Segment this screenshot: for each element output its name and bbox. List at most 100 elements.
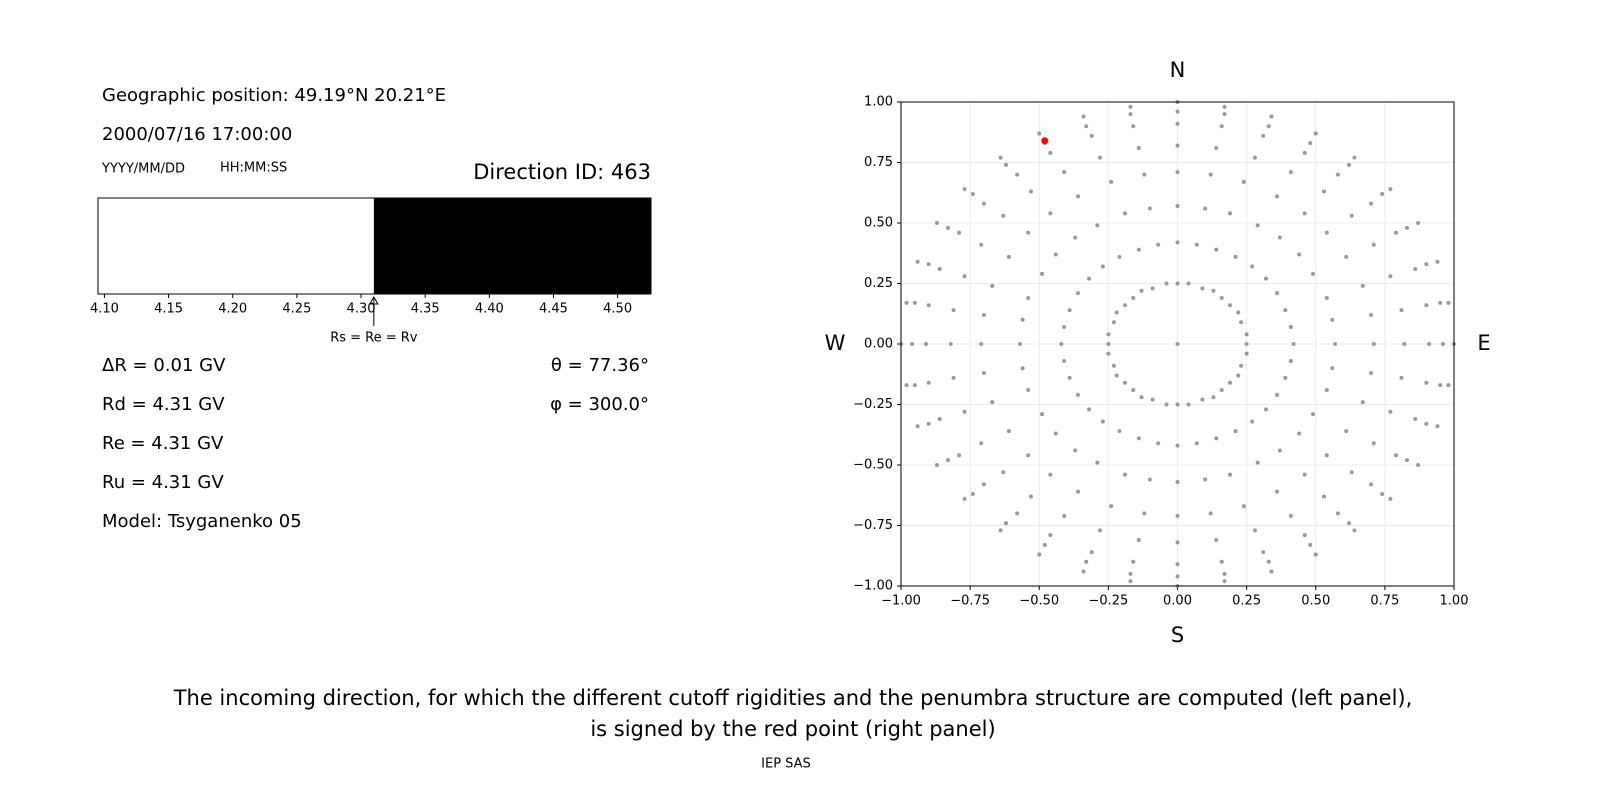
direction-point	[1222, 112, 1227, 117]
direction-point	[1438, 383, 1443, 388]
direction-point	[1048, 211, 1053, 216]
direction-point	[1048, 472, 1053, 477]
compass-w: W	[825, 331, 846, 355]
phi: φ = 300.0°	[550, 394, 649, 415]
direction-point	[1004, 521, 1009, 526]
direction-point	[1263, 407, 1268, 412]
direction-point	[1333, 342, 1338, 346]
direction-point	[1388, 274, 1393, 279]
direction-point	[1017, 342, 1022, 346]
direction-point	[1438, 300, 1443, 305]
direction-point	[904, 383, 909, 388]
direction-point	[1302, 472, 1307, 477]
direction-point	[1122, 472, 1127, 477]
y-tick-label: −0.50	[853, 458, 893, 473]
direction-point	[1139, 288, 1144, 293]
direction-point	[1175, 281, 1180, 286]
direction-id: Direction ID: 463	[473, 160, 651, 184]
direction-point	[1175, 574, 1180, 579]
direction-point	[1175, 513, 1180, 518]
direction-point	[912, 383, 917, 388]
direction-point	[1053, 252, 1058, 257]
direction-point	[1084, 124, 1089, 129]
date-format: YYYY/MM/DD	[101, 162, 185, 177]
direction-point	[1255, 460, 1260, 465]
direction-point	[1075, 392, 1080, 397]
direction-point	[1369, 371, 1374, 376]
direction-point	[1211, 395, 1216, 400]
direction-point	[957, 230, 962, 235]
direction-point	[1214, 436, 1219, 441]
x-tick-label: 4.30	[347, 302, 376, 317]
direction-point	[1026, 296, 1031, 301]
x-tick-label: 4.40	[475, 302, 504, 317]
direction-point	[1435, 259, 1440, 264]
direction-point	[1084, 559, 1089, 564]
direction-point	[1095, 223, 1100, 228]
direction-point	[1288, 358, 1293, 363]
direction-point	[1228, 472, 1233, 477]
direction-point	[1073, 448, 1078, 453]
direction-point	[1371, 441, 1376, 446]
direction-point	[946, 458, 951, 463]
direction-point	[1360, 283, 1365, 288]
x-tick-label: 0.50	[1301, 594, 1330, 609]
direction-point	[1203, 477, 1208, 482]
direction-point	[1404, 225, 1409, 230]
direction-point	[1335, 172, 1340, 177]
direction-point	[1131, 387, 1136, 392]
direction-point	[998, 528, 1003, 533]
direction-point	[1175, 240, 1180, 245]
direction-point	[1059, 342, 1064, 346]
direction-point	[1228, 303, 1233, 308]
direction-point	[946, 225, 951, 230]
direction-point	[1001, 470, 1006, 475]
x-tick-label: 4.50	[603, 302, 632, 317]
direction-point	[1244, 342, 1249, 346]
direction-point	[1175, 342, 1180, 346]
direction-point	[979, 441, 984, 446]
direction-point	[915, 259, 920, 264]
y-tick-label: −1.00	[853, 579, 893, 594]
direction-point	[1255, 223, 1260, 228]
direction-point	[1219, 124, 1224, 129]
direction-point	[1291, 342, 1296, 346]
direction-point	[1098, 155, 1103, 160]
x-tick-label: 0.75	[1370, 594, 1399, 609]
direction-point	[1131, 124, 1136, 129]
direction-point	[1106, 342, 1111, 346]
direction-point	[1006, 254, 1011, 259]
theta: θ = 77.36°	[551, 355, 649, 376]
direction-point	[1349, 470, 1354, 475]
direction-point	[912, 300, 917, 305]
direction-point	[1413, 417, 1418, 422]
direction-point	[1324, 296, 1329, 301]
direction-point	[1095, 460, 1100, 465]
direction-point	[1122, 303, 1127, 308]
direction-point	[1236, 310, 1241, 315]
direction-point	[1344, 429, 1349, 434]
direction-point	[1128, 104, 1133, 109]
direction-point	[1233, 429, 1238, 434]
direction-point	[904, 300, 909, 305]
direction-point	[1241, 179, 1246, 184]
direction-point	[1175, 540, 1180, 545]
direction-point	[1114, 310, 1119, 315]
arrow-head	[368, 295, 379, 305]
x-tick-label: 4.15	[154, 302, 183, 317]
caption: The incoming direction, for which the di…	[173, 686, 1413, 710]
direction-point	[926, 262, 931, 267]
direction-point	[1075, 291, 1080, 296]
direction-point	[1380, 191, 1385, 196]
direction-point	[990, 283, 995, 288]
compass-n: N	[1170, 58, 1186, 82]
direction-point	[1288, 170, 1293, 175]
direction-point	[1203, 206, 1208, 211]
direction-point	[1128, 579, 1133, 584]
direction-point	[962, 187, 967, 192]
direction-point	[1040, 412, 1045, 417]
direction-point	[1308, 141, 1313, 146]
direction-point	[1371, 342, 1376, 346]
direction-point	[937, 266, 942, 271]
y-tick-label: −0.75	[853, 518, 893, 533]
